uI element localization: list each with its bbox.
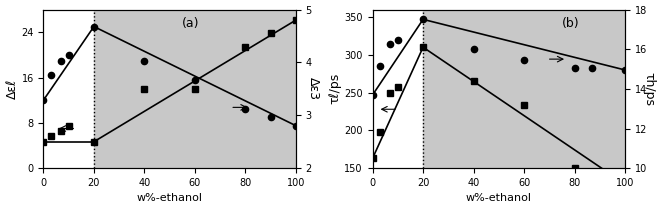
Bar — [423, 10, 627, 168]
Bar — [94, 10, 298, 168]
Y-axis label: τh/ps: τh/ps — [642, 72, 656, 106]
X-axis label: w%-ethanol: w%-ethanol — [466, 194, 532, 203]
X-axis label: w%-ethanol: w%-ethanol — [137, 194, 203, 203]
Text: (a): (a) — [182, 18, 200, 31]
Y-axis label: Δε3: Δε3 — [307, 77, 320, 100]
Text: (b): (b) — [562, 18, 580, 31]
Y-axis label: τℓ/ps: τℓ/ps — [329, 73, 342, 104]
Y-axis label: Δεℓ: Δεℓ — [5, 79, 19, 99]
